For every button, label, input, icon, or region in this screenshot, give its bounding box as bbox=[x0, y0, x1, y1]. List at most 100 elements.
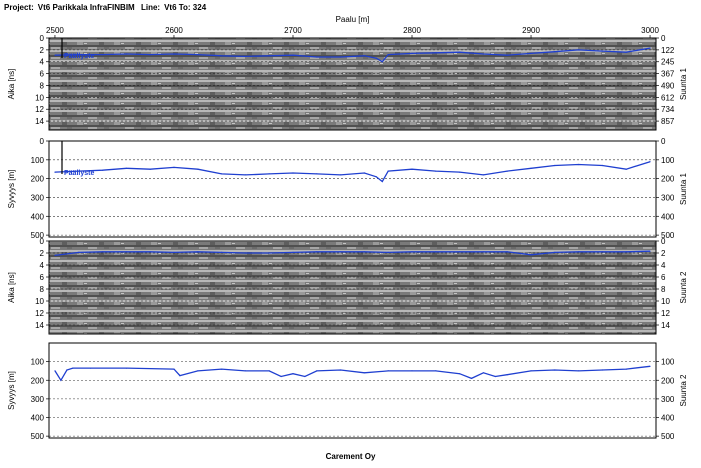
data-point bbox=[197, 370, 199, 372]
data-point bbox=[435, 170, 437, 172]
line-label: Line: bbox=[140, 3, 161, 12]
data-point bbox=[316, 56, 318, 58]
y-tick-label-right: 100 bbox=[661, 358, 675, 367]
data-point bbox=[625, 251, 627, 253]
y-tick-label-right: 122 bbox=[661, 46, 675, 55]
y-tick-label: 300 bbox=[31, 395, 45, 404]
data-point bbox=[72, 367, 74, 369]
data-point bbox=[244, 370, 246, 372]
data-point bbox=[625, 368, 627, 370]
data-point bbox=[387, 251, 389, 253]
data-point bbox=[268, 370, 270, 372]
data-point bbox=[554, 369, 556, 371]
data-point bbox=[292, 172, 294, 174]
data-point bbox=[554, 251, 556, 253]
project-label: Project: bbox=[4, 3, 34, 12]
y-axis-label-right: Suunta 1 bbox=[679, 172, 688, 205]
data-point bbox=[649, 365, 651, 367]
depth-2-panel: 100 100 200 200 300 300 400 400 500 500 Syvyys [m]… bbox=[7, 342, 688, 441]
depth-1-panel: 0 0 100 100 200 200 300 300 400 400 500 500 Syvyys [… bbox=[7, 137, 688, 240]
data-point bbox=[316, 251, 318, 253]
data-point bbox=[375, 57, 377, 59]
data-point bbox=[363, 251, 365, 253]
data-point bbox=[102, 54, 104, 56]
y-tick-label-right: 400 bbox=[661, 212, 675, 221]
data-point bbox=[554, 51, 556, 53]
y-tick-label: 2 bbox=[40, 249, 45, 258]
data-point bbox=[78, 170, 80, 172]
data-point bbox=[482, 251, 484, 253]
line-value: Vt6 To: 324 bbox=[164, 3, 207, 12]
plot-background bbox=[49, 141, 656, 237]
data-point bbox=[244, 174, 246, 176]
project-value: Vt6 Parikkala InfraFINBIM bbox=[37, 3, 135, 12]
y-tick-label: 10 bbox=[35, 297, 44, 306]
data-point bbox=[482, 53, 484, 55]
data-point bbox=[316, 370, 318, 372]
data-point bbox=[78, 251, 80, 253]
y-axis-label: Syvyys [m] bbox=[7, 371, 16, 410]
radargram-2-panel: 0 0 2 2 4 4 6 6 8 8 10 10 12 12 14 14 Aika [ns] Suunta 2 bbox=[7, 237, 688, 335]
y-tick-label: 10 bbox=[35, 93, 44, 102]
y-tick-label-right: 6 bbox=[661, 273, 666, 282]
data-point bbox=[649, 47, 651, 49]
radargram-image bbox=[49, 38, 656, 130]
annotation-label: Päällyste bbox=[64, 53, 94, 60]
y-tick-label-right: 400 bbox=[661, 414, 675, 423]
data-point bbox=[435, 251, 437, 253]
x-tick-label: 2800 bbox=[403, 26, 421, 35]
y-tick-label: 14 bbox=[35, 117, 44, 126]
data-point bbox=[375, 176, 377, 178]
data-point bbox=[54, 54, 56, 56]
plot-background bbox=[49, 343, 656, 438]
data-point bbox=[506, 374, 508, 376]
y-tick-label-right: 245 bbox=[661, 58, 675, 67]
data-point bbox=[435, 370, 437, 372]
data-point bbox=[340, 56, 342, 58]
y-tick-label-right: 300 bbox=[661, 193, 675, 202]
data-point bbox=[506, 54, 508, 56]
y-tick-label-right: 490 bbox=[661, 81, 675, 90]
data-point bbox=[601, 164, 604, 167]
y-tick-label: 12 bbox=[35, 309, 44, 318]
y-axis-label-right: Suunta 2 bbox=[679, 374, 688, 407]
x-axis-label: Paalu [m] bbox=[336, 15, 370, 24]
y-tick-label-right: 734 bbox=[661, 105, 675, 114]
y-tick-label-right: 2 bbox=[661, 249, 666, 258]
y-tick-label: 8 bbox=[40, 81, 45, 90]
data-point bbox=[411, 52, 413, 55]
data-point bbox=[125, 53, 127, 55]
y-axis-label: Syvyys [m] bbox=[7, 170, 16, 209]
data-point bbox=[459, 51, 461, 53]
data-point bbox=[411, 251, 413, 253]
data-point bbox=[244, 252, 246, 254]
y-axis-label: Aika [ns] bbox=[7, 272, 16, 303]
x-tick-label: 2500 bbox=[46, 26, 64, 35]
data-point bbox=[268, 55, 270, 57]
y-tick-label: 12 bbox=[35, 105, 44, 114]
y-tick-label-right: 367 bbox=[661, 70, 675, 79]
data-point bbox=[381, 180, 383, 183]
data-point bbox=[221, 55, 223, 57]
series-line bbox=[54, 161, 651, 183]
data-point bbox=[197, 54, 199, 56]
data-point bbox=[280, 375, 282, 378]
data-point bbox=[411, 370, 413, 372]
data-point bbox=[506, 170, 508, 172]
data-point bbox=[554, 164, 556, 167]
data-point bbox=[530, 167, 532, 169]
y-tick-label: 500 bbox=[31, 231, 45, 240]
data-point bbox=[459, 171, 461, 173]
plot-frame bbox=[48, 240, 657, 335]
y-tick-label: 100 bbox=[31, 156, 45, 165]
y-tick-label: 200 bbox=[31, 175, 45, 184]
y-tick-label-right: 612 bbox=[661, 93, 675, 102]
y-axis-label-right: Suunta 2 bbox=[679, 271, 688, 304]
data-point bbox=[292, 373, 294, 375]
data-point bbox=[625, 51, 627, 53]
data-point bbox=[601, 50, 604, 52]
data-point bbox=[102, 169, 104, 171]
data-point bbox=[54, 171, 56, 173]
y-tick-label-right: 14 bbox=[661, 321, 670, 330]
y-tick-label: 200 bbox=[31, 376, 45, 385]
